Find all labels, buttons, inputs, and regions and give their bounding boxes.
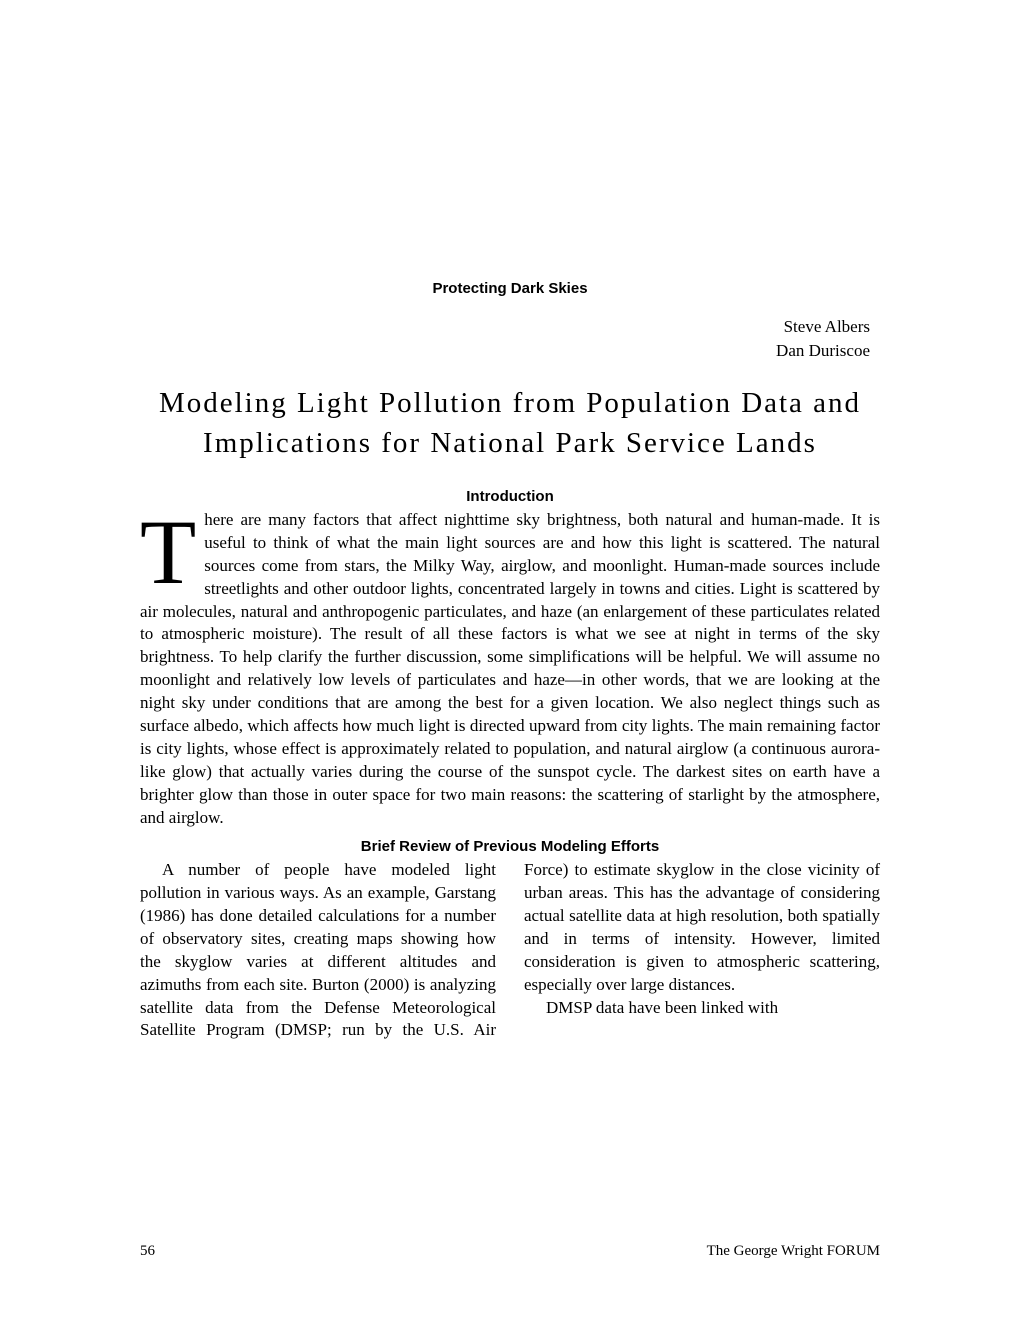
author-line-1: Steve Albers <box>140 315 870 339</box>
review-body: A number of people have modeled light po… <box>140 859 880 1043</box>
article-title: Modeling Light Pollution from Population… <box>140 383 880 464</box>
introduction-text: here are many factors that affect nightt… <box>140 510 880 827</box>
page-footer: 56 The George Wright FORUM <box>140 1243 880 1260</box>
dropcap-letter: T <box>140 509 204 590</box>
page-container: Protecting Dark Skies Steve Albers Dan D… <box>0 0 1020 1102</box>
author-line-2: Dan Duriscoe <box>140 339 870 363</box>
introduction-body: T here are many factors that affect nigh… <box>140 509 880 830</box>
running-title: The George Wright FORUM <box>707 1243 880 1260</box>
page-number: 56 <box>140 1243 155 1260</box>
section-heading-introduction: Introduction <box>140 488 880 505</box>
series-title: Protecting Dark Skies <box>140 280 880 297</box>
section-heading-review: Brief Review of Previous Modeling Effort… <box>140 838 880 855</box>
author-block: Steve Albers Dan Duriscoe <box>140 315 880 363</box>
review-paragraph-2: DMSP data have been linked with <box>524 997 880 1020</box>
